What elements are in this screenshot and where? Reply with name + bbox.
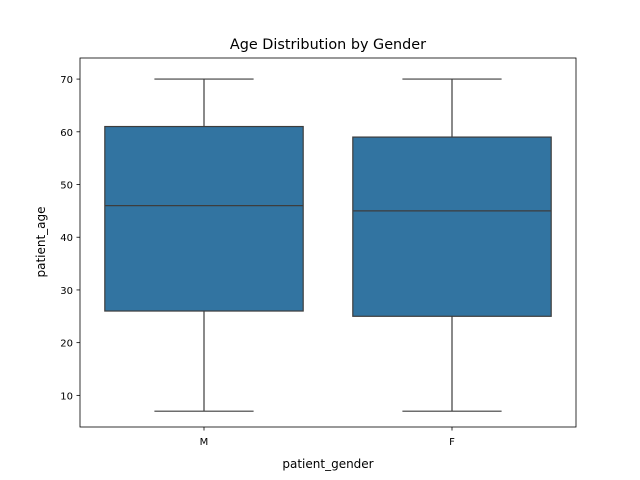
- x-tick-label: F: [449, 437, 455, 448]
- y-axis-label: patient_age: [34, 206, 48, 277]
- y-axis: 10 20 30 40 50 60 70: [60, 75, 80, 402]
- boxes-layer: [104, 78, 552, 412]
- y-tick-label: 40: [60, 233, 73, 244]
- y-tick-label: 20: [60, 339, 73, 350]
- y-tick-label: 30: [60, 286, 73, 297]
- y-tick-label: 70: [60, 75, 73, 86]
- box-group-f: [352, 78, 552, 412]
- y-tick-label: 10: [60, 391, 73, 402]
- x-tick-label: M: [200, 437, 209, 448]
- iqr-box: [104, 125, 304, 312]
- iqr-box: [352, 136, 552, 317]
- box-group-m: [104, 78, 304, 412]
- plot-frame: [79, 57, 577, 428]
- y-tick-label: 50: [60, 181, 73, 192]
- y-tick-label: 60: [60, 128, 73, 139]
- x-axis-label: patient_gender: [282, 457, 373, 471]
- chart-title: Age Distribution by Gender: [230, 37, 426, 53]
